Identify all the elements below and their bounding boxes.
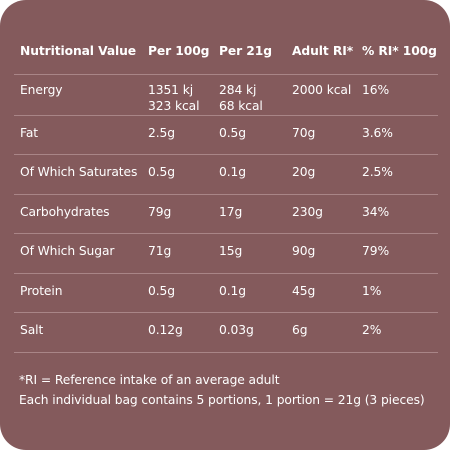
- header-per-21g: Per 21g: [219, 44, 272, 58]
- per-21g-cell: 0.1g: [219, 165, 246, 180]
- per-21g-cell: 0.5g: [219, 125, 246, 140]
- row-label: Protein: [20, 283, 63, 298]
- per-100g-cell: 2.5g: [148, 125, 175, 140]
- pct-ri-cell: 2%: [362, 323, 382, 338]
- pct-ri-cell: 1%: [362, 283, 382, 298]
- table-row: Of Which Saturates 0.5g 0.1g 20g 2.5%: [14, 155, 438, 195]
- adult-ri-cell: 6g: [292, 323, 308, 338]
- adult-ri-cell: 45g: [292, 283, 316, 298]
- row-label: Of Which Saturates: [20, 165, 138, 180]
- row-label: Of Which Sugar: [20, 244, 115, 259]
- table-row: Carbohydrates 79g 17g 230g 34%: [14, 195, 438, 235]
- table-row: Of Which Sugar 71g 15g 90g 79%: [14, 234, 438, 274]
- per-21g-cell: 0.1g: [219, 283, 246, 298]
- pct-ri-cell: 16%: [362, 83, 390, 97]
- per-100g-kcal: 323 kcal: [148, 99, 200, 113]
- row-label: Fat: [20, 125, 39, 140]
- pct-ri-cell: 34%: [362, 204, 390, 219]
- footnotes: *RI = Reference intake of an average adu…: [19, 370, 439, 410]
- header-nutritional-value: Nutritional Value: [20, 44, 137, 58]
- pct-ri-cell: 79%: [362, 244, 390, 259]
- per-100g-cell: 79g: [148, 204, 172, 219]
- per-100g-cell: 71g: [148, 244, 172, 259]
- per-100g-cell: 0.5g: [148, 283, 175, 298]
- pct-ri-cell: 2.5%: [362, 165, 393, 180]
- per-100g-cell: 0.5g: [148, 165, 175, 180]
- per-100g-kj: 1351 kj: [148, 83, 194, 97]
- per-21g-cell: 0.03g: [219, 323, 254, 338]
- row-label: Energy: [20, 83, 63, 97]
- table-row: Protein 0.5g 0.1g 45g 1%: [14, 274, 438, 314]
- header-per-100g: Per 100g: [148, 44, 210, 58]
- footnote-ri-definition: *RI = Reference intake of an average adu…: [19, 373, 280, 387]
- per-21g-cell: 15g: [219, 244, 243, 259]
- pct-ri-cell: 3.6%: [362, 125, 393, 140]
- per-21g-cell: 17g: [219, 204, 243, 219]
- per-100g-cell: 0.12g: [148, 323, 183, 338]
- adult-ri-cell: 70g: [292, 125, 316, 140]
- table-header-row: Nutritional Value Per 100g Per 21g Adult…: [14, 0, 438, 75]
- per-100g-cell: 1351 kj 323 kcal: [148, 82, 219, 114]
- table-row: Energy 1351 kj 323 kcal 284 kj 68 kcal 2…: [14, 75, 438, 116]
- adult-ri-cell: 90g: [292, 244, 316, 259]
- adult-ri-cell: 230g: [292, 204, 323, 219]
- per-21g-kcal: 68 kcal: [219, 99, 263, 113]
- header-adult-ri: Adult RI*: [292, 44, 354, 58]
- per-21g-cell: 284 kj 68 kcal: [219, 82, 292, 114]
- adult-ri-cell: 20g: [292, 165, 316, 180]
- per-21g-kj: 284 kj: [219, 83, 257, 97]
- table-row: Salt 0.12g 0.03g 6g 2%: [14, 313, 438, 354]
- row-label: Carbohydrates: [20, 204, 110, 219]
- row-label: Salt: [20, 323, 44, 338]
- header-pct-ri: % RI* 100g: [362, 44, 437, 58]
- table-row: Fat 2.5g 0.5g 70g 3.6%: [14, 116, 438, 156]
- footnote-portion-info: Each individual bag contains 5 portions,…: [19, 393, 425, 407]
- nutrition-table: Nutritional Value Per 100g Per 21g Adult…: [14, 0, 438, 354]
- adult-ri-cell: 2000 kcal: [292, 83, 352, 97]
